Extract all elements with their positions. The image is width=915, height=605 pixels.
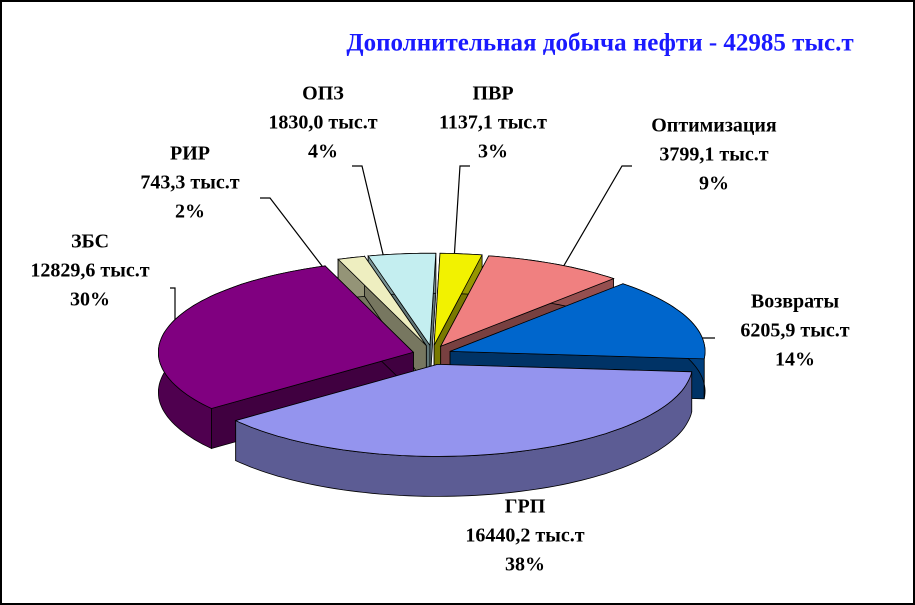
value-label: 16440,2 тыс.т — [465, 525, 584, 547]
share-label: 4% — [308, 141, 338, 163]
leader-line — [260, 197, 346, 297]
value-label: 6205,9 тыс.т — [740, 320, 849, 342]
value-label: 1830,0 тыс.т — [268, 112, 377, 134]
category-label: ПВР — [472, 83, 513, 105]
share-label: 14% — [775, 349, 815, 371]
share-label: 3% — [478, 141, 508, 163]
category-label: ОПЗ — [302, 83, 344, 105]
slice — [433, 252, 483, 346]
share-label: 38% — [505, 554, 545, 576]
chart-title: Дополнительная добыча нефти - 42985 тыс.… — [346, 30, 853, 57]
labels: ОПЗ 1830,0 тыс.т 4% ПВР 1137,1 тыс.т 3% Оптими… — [30, 83, 849, 576]
slice — [367, 252, 437, 347]
category-label: ГРП — [505, 496, 546, 518]
value-label: 3799,1 тыс.т — [659, 144, 768, 166]
pie — [157, 252, 706, 497]
category-label: РИР — [170, 143, 210, 165]
leader-line — [544, 165, 632, 299]
slice — [157, 265, 415, 409]
share-label: 2% — [175, 201, 205, 223]
share-label: 9% — [699, 173, 729, 195]
slice — [337, 255, 427, 346]
category-label: Возвраты — [751, 291, 840, 313]
share-label: 30% — [70, 289, 110, 311]
slice — [449, 283, 706, 360]
leader-line — [352, 165, 393, 293]
slice — [439, 255, 615, 347]
value-label: 12829,6 тыс.т — [30, 260, 149, 282]
value-label: 1137,1 тыс.т — [439, 112, 547, 134]
leader-line — [451, 165, 470, 293]
category-label: ЗБС — [71, 231, 109, 253]
slice — [234, 363, 693, 457]
value-label: 743,3 тыс.т — [140, 172, 239, 194]
category-label: Оптимизация — [651, 115, 777, 137]
